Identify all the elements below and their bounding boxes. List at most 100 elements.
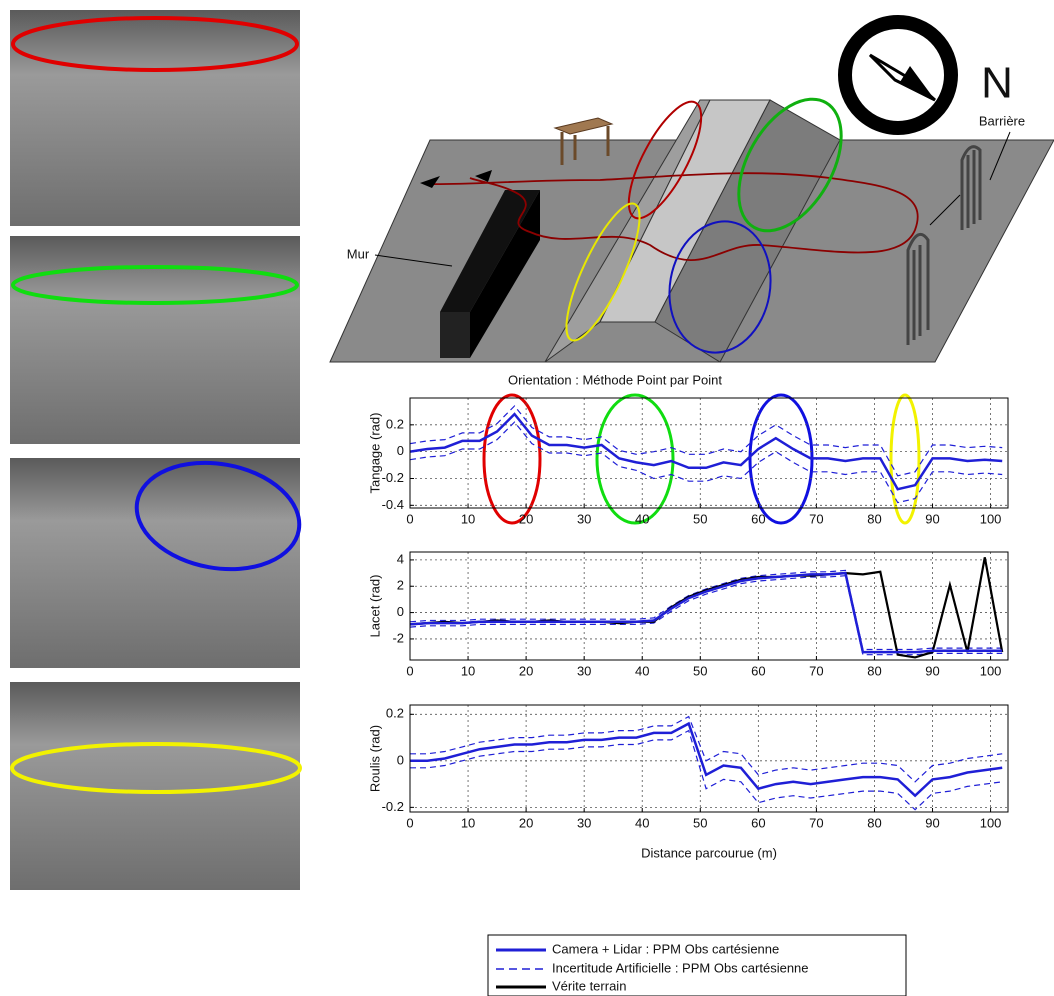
- barrier: [906, 145, 982, 345]
- x-tick-label: 30: [577, 815, 591, 830]
- x-tick-label: 80: [867, 511, 881, 526]
- x-tick-label: 30: [577, 511, 591, 526]
- y-axis-label: Roulis (rad): [367, 725, 382, 792]
- legend: Camera + Lidar : PPM Obs cartésienne Inc…: [487, 934, 907, 996]
- series-line: [410, 721, 1003, 798]
- x-tick-label: 20: [519, 511, 533, 526]
- zone-ellipse: [627, 100, 703, 220]
- zone-ellipse: [565, 202, 641, 342]
- x-tick-label: 30: [577, 663, 591, 678]
- x-tick-label: 100: [980, 815, 1002, 830]
- compass-needle: [900, 66, 935, 100]
- plot-frame: [409, 551, 1009, 661]
- x-axis-label: Distance parcourue (m): [641, 845, 777, 860]
- plot-area: [410, 715, 1003, 811]
- x-tick-label: 60: [751, 815, 765, 830]
- y-tick-label: -2: [392, 630, 404, 645]
- x-tick-label: 100: [980, 511, 1002, 526]
- north-label: N: [981, 59, 1013, 108]
- y-tick-label: 4: [397, 551, 404, 566]
- x-tick-label: 70: [809, 511, 823, 526]
- x-tick-label: 10: [461, 511, 475, 526]
- x-tick-label: 20: [519, 663, 533, 678]
- y-axis-label: Lacet (rad): [367, 575, 382, 638]
- y-tick-label: -0.2: [382, 470, 404, 485]
- y-tick-label: 0: [397, 443, 404, 458]
- photo-ellipse: [134, 460, 302, 572]
- x-tick-label: 40: [635, 511, 649, 526]
- series-line: [410, 715, 1003, 783]
- scene: Mur Barrière N: [329, 15, 1054, 363]
- zone-ellipse: [737, 97, 843, 233]
- y-tick-label: 0.2: [386, 416, 404, 431]
- x-tick-label: 0: [406, 511, 413, 526]
- x-tick-label: 70: [809, 815, 823, 830]
- pointer: [929, 194, 961, 226]
- photo: [10, 10, 300, 226]
- legend-label: Vérite terrain: [552, 978, 626, 993]
- x-tick-label: 90: [925, 663, 939, 678]
- series-line: [410, 557, 1004, 659]
- series-line: [410, 569, 1003, 651]
- series-line: [410, 575, 1003, 656]
- x-tick-label: 70: [809, 663, 823, 678]
- zone-ellipse: [668, 220, 772, 354]
- series-line: [410, 405, 1003, 477]
- legend-label: Incertitude Artificielle : PPM Obs carté…: [552, 960, 809, 975]
- chart-ellipses: [482, 393, 921, 525]
- pointer: [989, 131, 1011, 181]
- x-tick-label: 90: [925, 815, 939, 830]
- x-tick-label: 50: [693, 815, 707, 830]
- arrow-head: [475, 170, 492, 182]
- x-tick-label: 40: [635, 815, 649, 830]
- y-axis-label: Tangage (rad): [367, 413, 382, 494]
- photos: [10, 10, 302, 890]
- chart-title: Orientation : Méthode Point par Point: [508, 372, 722, 387]
- photo: [10, 458, 300, 668]
- y-tick-label: -0.4: [382, 497, 404, 512]
- photo-ellipse: [11, 16, 299, 72]
- y-tick-label: -0.2: [382, 799, 404, 814]
- plot-area: [410, 557, 1004, 659]
- x-tick-label: 0: [406, 663, 413, 678]
- series-line: [410, 412, 1003, 491]
- wall-label: Mur: [347, 246, 370, 261]
- x-tick-label: 40: [635, 663, 649, 678]
- photo-ellipse: [11, 265, 299, 305]
- plot-frame: [409, 397, 1009, 509]
- y-tick-label: 2: [397, 578, 404, 593]
- y-tick-label: 0.2: [386, 706, 404, 721]
- x-tick-label: 90: [925, 511, 939, 526]
- series-line: [410, 421, 1003, 504]
- x-tick-label: 20: [519, 815, 533, 830]
- plot-frame: [409, 704, 1009, 813]
- y-tick-label: 0: [397, 604, 404, 619]
- arrow-head: [420, 176, 440, 188]
- x-tick-label: 60: [751, 663, 765, 678]
- series-line: [410, 571, 1003, 654]
- wall-top: [440, 190, 540, 312]
- wall-side: [470, 190, 540, 358]
- pointer: [374, 254, 453, 267]
- table: [553, 117, 614, 165]
- x-tick-label: 80: [867, 663, 881, 678]
- photo-ellipse: [10, 742, 302, 794]
- x-tick-label: 10: [461, 663, 475, 678]
- x-tick-label: 50: [693, 511, 707, 526]
- x-tick-label: 80: [867, 815, 881, 830]
- wall-front: [440, 312, 470, 358]
- legend-label: Camera + Lidar : PPM Obs cartésienne: [552, 941, 779, 956]
- plot-area: [410, 405, 1003, 504]
- x-tick-label: 0: [406, 815, 413, 830]
- barrier-label: Barrière: [979, 113, 1025, 128]
- x-tick-label: 10: [461, 815, 475, 830]
- legend-box: [487, 934, 907, 996]
- x-tick-label: 60: [751, 511, 765, 526]
- x-tick-label: 50: [693, 663, 707, 678]
- y-tick-label: 0: [397, 752, 404, 767]
- trajectory: [424, 172, 919, 262]
- x-tick-label: 100: [980, 663, 1002, 678]
- series-line: [410, 729, 1003, 811]
